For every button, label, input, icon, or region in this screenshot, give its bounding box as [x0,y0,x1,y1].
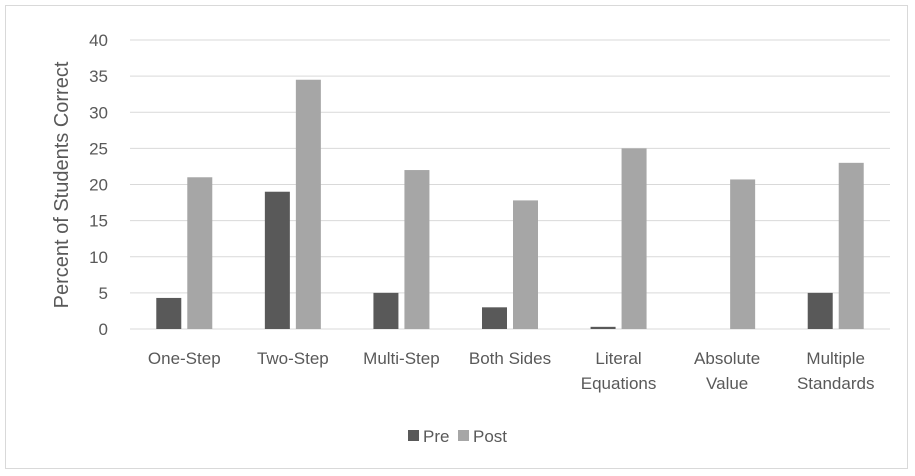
x-category-label: Standards [797,374,875,393]
legend-swatch-pre [408,430,419,441]
y-tick-label: 15 [89,212,108,231]
bar-pre [590,326,616,329]
legend-swatch-post [458,430,469,441]
x-category-label: Both Sides [469,349,551,368]
x-category-label: Literal [595,349,641,368]
y-axis-ticks: 0 5 10 15 20 25 30 35 40 [89,31,108,339]
gridlines [130,39,890,330]
bar-post [513,200,538,329]
bar-post [404,170,430,329]
bar-post [187,177,213,329]
y-tick-label: 5 [99,284,108,303]
x-category-label: Equations [581,374,657,393]
y-tick-label: 20 [89,176,108,195]
bar-pre [807,292,833,329]
bar-pre [482,307,507,329]
x-category-label: One-Step [148,349,221,368]
bars [156,79,864,329]
x-category-label: Multi-Step [363,349,440,368]
bar-post [621,148,647,329]
x-category-label: Two-Step [257,349,329,368]
bar-pre [264,191,290,329]
bar-post [838,162,864,329]
x-category-label: Value [706,374,748,393]
y-tick-label: 25 [89,139,108,158]
y-tick-label: 30 [89,103,108,122]
y-tick-label: 10 [89,248,108,267]
y-tick-label: 35 [89,67,108,86]
legend: Pre Post [408,427,507,446]
x-axis-categories: One-Step Two-Step Multi-Step Both Sides Lite… [148,349,875,393]
bar-post [295,79,321,329]
legend-label-pre: Pre [423,427,449,446]
y-tick-label: 0 [99,320,108,339]
y-axis-label: Percent of Students Correct [51,61,73,308]
bar-post [730,179,756,329]
y-tick-label: 40 [89,31,108,50]
x-category-label: Multiple [806,349,865,368]
chart-frame [5,5,908,469]
legend-label-post: Post [473,427,507,446]
bar-pre [156,297,182,329]
bar-pre [373,292,399,329]
x-category-label: Absolute [694,349,760,368]
